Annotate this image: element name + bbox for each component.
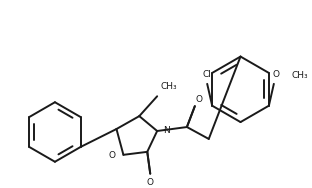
Text: CH₃: CH₃ xyxy=(292,71,308,80)
Text: O: O xyxy=(195,95,202,104)
Text: Cl: Cl xyxy=(203,70,212,79)
Text: CH₃: CH₃ xyxy=(160,82,177,91)
Text: O: O xyxy=(147,178,154,187)
Text: O: O xyxy=(272,70,279,79)
Text: N: N xyxy=(163,126,169,134)
Text: O: O xyxy=(109,151,116,160)
